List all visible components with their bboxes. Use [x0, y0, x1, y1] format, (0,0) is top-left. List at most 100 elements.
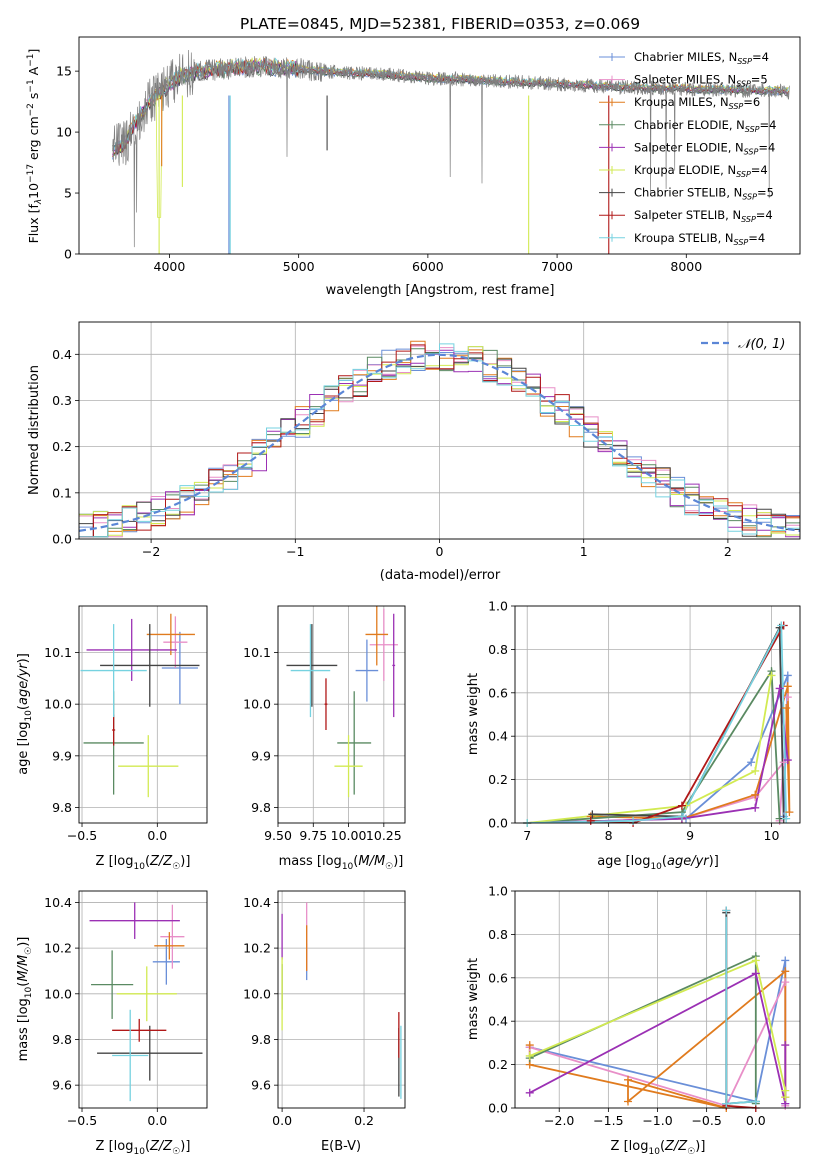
y-tick-label: 10.0 — [243, 986, 271, 1001]
plus-marker-km — [525, 1041, 534, 1050]
y-tick-label: 10.2 — [243, 941, 271, 956]
y-tick-label: 0 — [64, 247, 72, 262]
x-axis-label: E(B-V) — [321, 1139, 361, 1154]
legend-tail: =4 — [751, 163, 768, 177]
y-tick-label: 0.6 — [488, 685, 508, 700]
y-tick-label: 0.0 — [488, 1101, 508, 1116]
y-tick-label: 9.8 — [52, 1032, 72, 1047]
x-tick-label: −2 — [142, 544, 160, 559]
weight-line-ks — [527, 625, 788, 823]
y-tick-label: 5 — [64, 186, 72, 201]
legend-sub: SSP — [737, 57, 752, 66]
label-part: )] — [393, 854, 403, 869]
observed-spectrum-line — [112, 49, 790, 248]
y-tick-label: 0.4 — [488, 1014, 508, 1029]
weight-line-sm — [527, 697, 789, 823]
legend-sub: SSP — [741, 215, 756, 224]
label-part: ☉ — [172, 862, 180, 872]
plus-marker-km — [751, 790, 760, 799]
legend-tail: =4 — [756, 208, 773, 222]
y-axis-label: mass weight — [466, 673, 481, 755]
x-tick-label: 10 — [764, 828, 780, 843]
legend-tail: =5 — [751, 73, 768, 87]
label-part: age [log — [597, 854, 650, 869]
legend-name: Chabrier STELIB, N — [634, 186, 742, 200]
x-tick-label: 0 — [436, 544, 444, 559]
y-axis-label: mass [log10(M/M☉)] — [16, 937, 34, 1062]
x-tick-label: 6000 — [412, 259, 444, 274]
y-tick-label: 10.4 — [243, 895, 271, 910]
legend-name: Kroupa ELODIE, N — [634, 163, 736, 177]
label-part: 10 — [24, 710, 34, 722]
plot-area — [79, 340, 800, 538]
plus-marker-se — [783, 756, 792, 765]
label-part: −1 — [26, 79, 36, 92]
plus-marker-ks — [751, 1097, 760, 1106]
axes-frame — [78, 605, 208, 824]
x-tick-label: 7000 — [541, 259, 573, 274]
y-axis-label: mass weight — [466, 958, 481, 1040]
histogram-ks — [79, 343, 800, 538]
plus-marker-sm — [781, 978, 790, 987]
label-part: 10 — [648, 1147, 660, 1157]
legend-name: Kroupa MILES, N — [634, 95, 729, 109]
plus-marker-cm — [781, 956, 790, 965]
x-tick-label: −1 — [286, 544, 304, 559]
legend-tail: =4 — [752, 50, 769, 64]
legend-sub: SSP — [734, 238, 749, 247]
legend-sub: SSP — [744, 147, 759, 156]
axes-frame — [78, 321, 801, 540]
plot-area — [527, 625, 791, 823]
legend-tail: =4 — [748, 231, 765, 245]
y-tick-label: 10.1 — [44, 645, 72, 660]
label-part: M/M — [358, 854, 385, 869]
plus-marker-se — [775, 684, 784, 693]
plus-marker-ks — [777, 621, 786, 630]
label-part: ☉ — [172, 1147, 180, 1157]
label-part: ☉ — [687, 1147, 695, 1157]
label-part: ☉ — [24, 947, 34, 955]
y-tick-label: 15 — [56, 64, 72, 79]
weight-line-se — [527, 688, 789, 823]
y-tick-label: 10.4 — [44, 895, 72, 910]
legend-label-km: Kroupa MILES, NSSP=6 — [634, 95, 760, 111]
plus-marker-cm — [783, 671, 792, 680]
label-part: )] — [16, 937, 31, 947]
y-tick-label: 9.6 — [52, 1078, 72, 1093]
plus-marker-km — [781, 967, 790, 976]
plus-marker-se — [781, 1041, 790, 1050]
normal-reference-curve — [79, 353, 800, 532]
panel-age_vs_mass: 9.50 9.75 10.00 10.25 9.8 9.9 10.0 10.1 mass [lo… — [243, 605, 406, 872]
plus-marker-ke — [525, 1051, 534, 1060]
plus-marker-se — [751, 803, 760, 812]
y-tick-label: 10.0 — [44, 697, 72, 712]
y-tick-label: 0.2 — [488, 1057, 508, 1072]
label-part: ☉ — [385, 862, 393, 872]
x-tick-label: −0.5 — [67, 1113, 97, 1128]
legend-label-ce: Chabrier ELODIE, NSSP=4 — [634, 118, 776, 134]
plus-marker-km — [624, 1075, 633, 1084]
label-part: ( — [145, 854, 150, 869]
plus-marker-km — [783, 682, 792, 691]
y-tick-label: 0.2 — [52, 439, 72, 454]
legend-sub: SSP — [742, 193, 757, 202]
legend-name: Chabrier ELODIE, N — [634, 118, 745, 132]
legend-name: Salpeter ELODIE, N — [634, 140, 744, 154]
x-tick-label: −1.0 — [642, 1113, 672, 1128]
label-part: s — [26, 93, 41, 104]
legend-tail: =4 — [758, 140, 775, 154]
plus-marker-se — [525, 1088, 534, 1097]
plus-marker-se — [751, 969, 760, 978]
plus-marker-ss — [586, 816, 595, 825]
y-tick-label: 1.0 — [488, 884, 508, 899]
y-tick-label: 10.2 — [44, 941, 72, 956]
label-part: Z [log — [611, 1139, 649, 1154]
legend-name: Kroupa STELIB, N — [634, 231, 734, 245]
plot-area — [281, 902, 402, 1099]
y-tick-label: 0.8 — [488, 642, 508, 657]
legend-label-ks: Kroupa STELIB, NSSP=4 — [634, 231, 765, 247]
plot-area — [112, 49, 790, 254]
plus-marker-ks — [629, 816, 638, 825]
